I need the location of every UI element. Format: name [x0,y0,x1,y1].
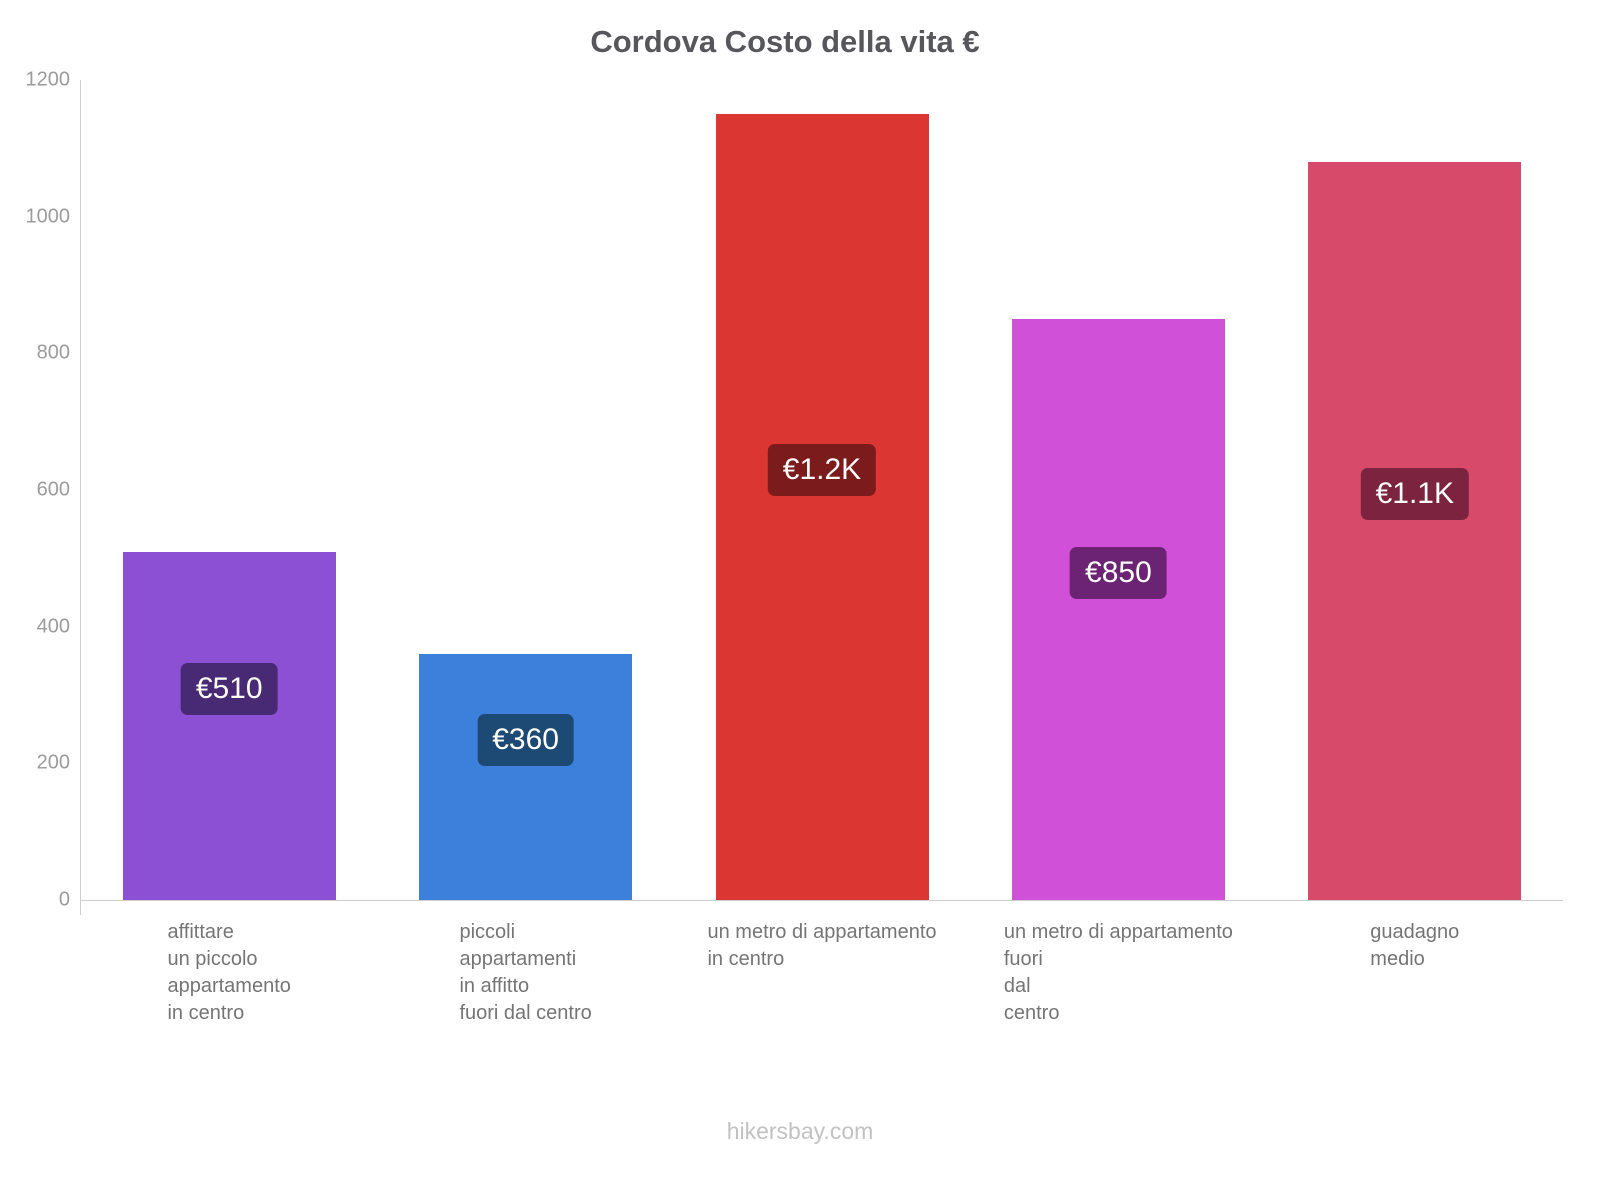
bar-value-label-2: €360 [477,714,574,766]
x-axis-label-text: piccoli appartamenti in affitto fuori da… [459,921,592,1024]
x-axis-label-text: affittare un piccolo appartamento in cen… [167,921,291,1024]
bar-1[interactable] [122,551,336,900]
y-tick-label: 0 [58,888,70,911]
x-axis-label-3: un metro di appartamento in centro [707,919,936,973]
bar-4[interactable] [1011,319,1225,900]
x-axis-label-2: piccoli appartamenti in affitto fuori da… [459,919,591,1027]
bar-5[interactable] [1308,162,1522,900]
x-axis-label-text: un metro di appartamento fuori dal centr… [1003,921,1233,1024]
x-axis-label-1: affittare un piccolo appartamento in cen… [167,919,290,1027]
y-tick-label: 1000 [25,205,71,228]
x-axis-line [80,900,1563,901]
bar-value-label-4: €850 [1070,546,1167,599]
y-tick-label: 800 [36,341,70,364]
y-tick-label: 1200 [25,68,71,91]
bar-2[interactable] [419,654,633,900]
bar-value-label-3: €1.2K [767,444,877,497]
watermark-hikersbay: hikersbay.com [726,1118,874,1144]
y-tick-label: 600 [36,478,70,501]
bar-3[interactable] [715,114,929,900]
x-axis-label-text: un metro di appartamento in centro [707,921,937,970]
chart-title: Cordova Costo della vita € [590,24,980,59]
y-tick-label: 400 [36,615,70,638]
x-axis-label-text: guadagno medio [1370,921,1460,970]
y-tick-label: 200 [36,751,70,774]
y-axis-line [80,80,81,915]
bar-value-label-1: €510 [180,662,278,715]
x-axis-label-4: un metro di appartamento fuori dal centr… [1004,919,1233,1027]
bar-value-label-5: €1.1K [1360,468,1469,520]
x-axis-label-5: guadagno medio [1370,919,1459,973]
